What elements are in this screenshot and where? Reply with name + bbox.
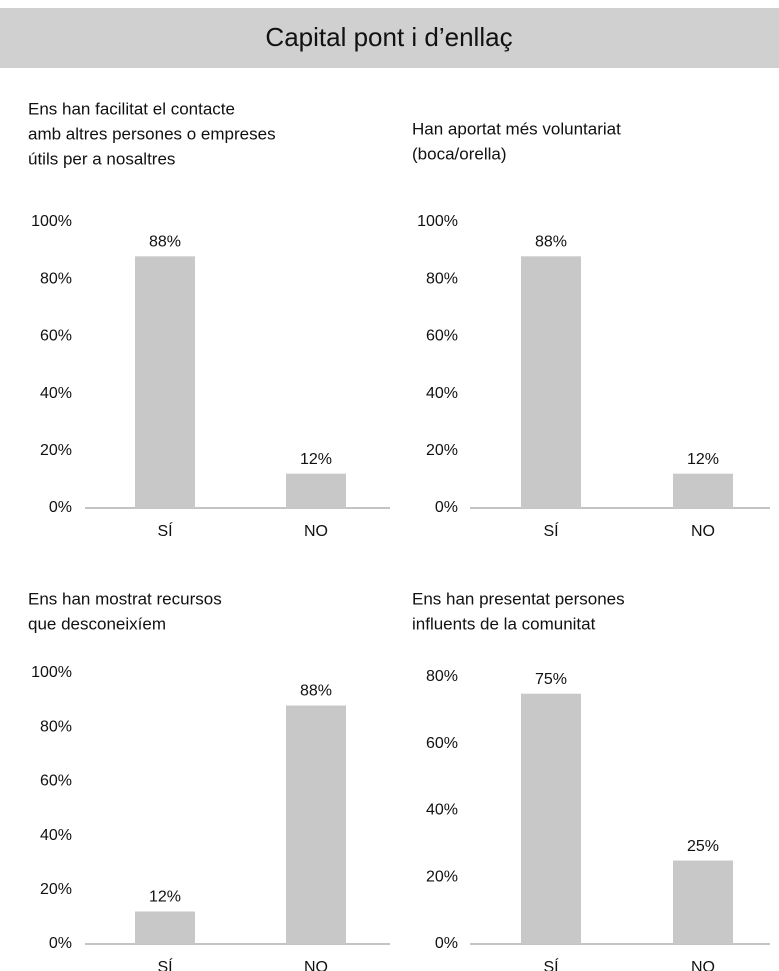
bar xyxy=(521,693,581,944)
bar xyxy=(286,473,346,508)
value-label: 12% xyxy=(687,451,719,468)
x-tick-label: SÍ xyxy=(157,521,173,540)
x-tick-label: NO xyxy=(691,523,715,540)
chart-title: Ens han facilitat el contacte xyxy=(28,99,235,118)
bar xyxy=(673,860,733,944)
value-label: 88% xyxy=(149,234,181,251)
y-tick-label: 80% xyxy=(426,270,458,287)
y-tick-label: 100% xyxy=(31,213,72,230)
y-tick-label: 0% xyxy=(435,499,458,516)
chart-title: Han aportat més voluntariat xyxy=(412,119,621,138)
y-tick-label: 20% xyxy=(40,881,72,898)
y-tick-label: 0% xyxy=(435,935,458,952)
x-tick-label: NO xyxy=(304,959,328,971)
x-tick-label: SÍ xyxy=(543,957,559,971)
value-label: 12% xyxy=(300,451,332,468)
chart-title: amb altres persones o empreses xyxy=(28,124,276,143)
y-tick-label: 40% xyxy=(426,802,458,819)
bar xyxy=(135,911,195,944)
x-tick-label: NO xyxy=(304,523,328,540)
value-label: 12% xyxy=(149,889,181,906)
y-tick-label: 80% xyxy=(40,270,72,287)
bar xyxy=(135,256,195,508)
y-tick-label: 100% xyxy=(417,213,458,230)
y-tick-label: 80% xyxy=(40,718,72,735)
y-tick-label: 20% xyxy=(426,868,458,885)
x-tick-label: SÍ xyxy=(157,957,173,971)
chart-title: (boca/orella) xyxy=(412,144,507,163)
y-tick-label: 0% xyxy=(49,935,72,952)
y-tick-label: 20% xyxy=(426,442,458,459)
chart-title: influents de la comunitat xyxy=(412,614,596,633)
y-tick-label: 0% xyxy=(49,499,72,516)
page-title: Capital pont i d’enllaç xyxy=(265,22,512,52)
chart-title: que desconeixíem xyxy=(28,614,166,633)
y-tick-label: 60% xyxy=(426,735,458,752)
y-tick-label: 40% xyxy=(40,827,72,844)
header-band xyxy=(0,8,779,68)
bar xyxy=(286,705,346,944)
y-tick-label: 60% xyxy=(40,328,72,345)
x-tick-label: NO xyxy=(691,959,715,971)
bar xyxy=(673,473,733,508)
chart-title: Ens han presentat persones xyxy=(412,589,625,608)
y-tick-label: 40% xyxy=(426,385,458,402)
y-tick-label: 40% xyxy=(40,385,72,402)
y-tick-label: 60% xyxy=(426,328,458,345)
y-tick-label: 100% xyxy=(31,664,72,681)
value-label: 88% xyxy=(535,234,567,251)
value-label: 25% xyxy=(687,838,719,855)
x-tick-label: SÍ xyxy=(543,521,559,540)
value-label: 88% xyxy=(300,683,332,700)
y-tick-label: 20% xyxy=(40,442,72,459)
bar xyxy=(521,256,581,508)
chart-title: Ens han mostrat recursos xyxy=(28,589,222,608)
chart-title: útils per a nosaltres xyxy=(28,149,175,168)
value-label: 75% xyxy=(535,671,567,688)
y-tick-label: 80% xyxy=(426,668,458,685)
y-tick-label: 60% xyxy=(40,773,72,790)
